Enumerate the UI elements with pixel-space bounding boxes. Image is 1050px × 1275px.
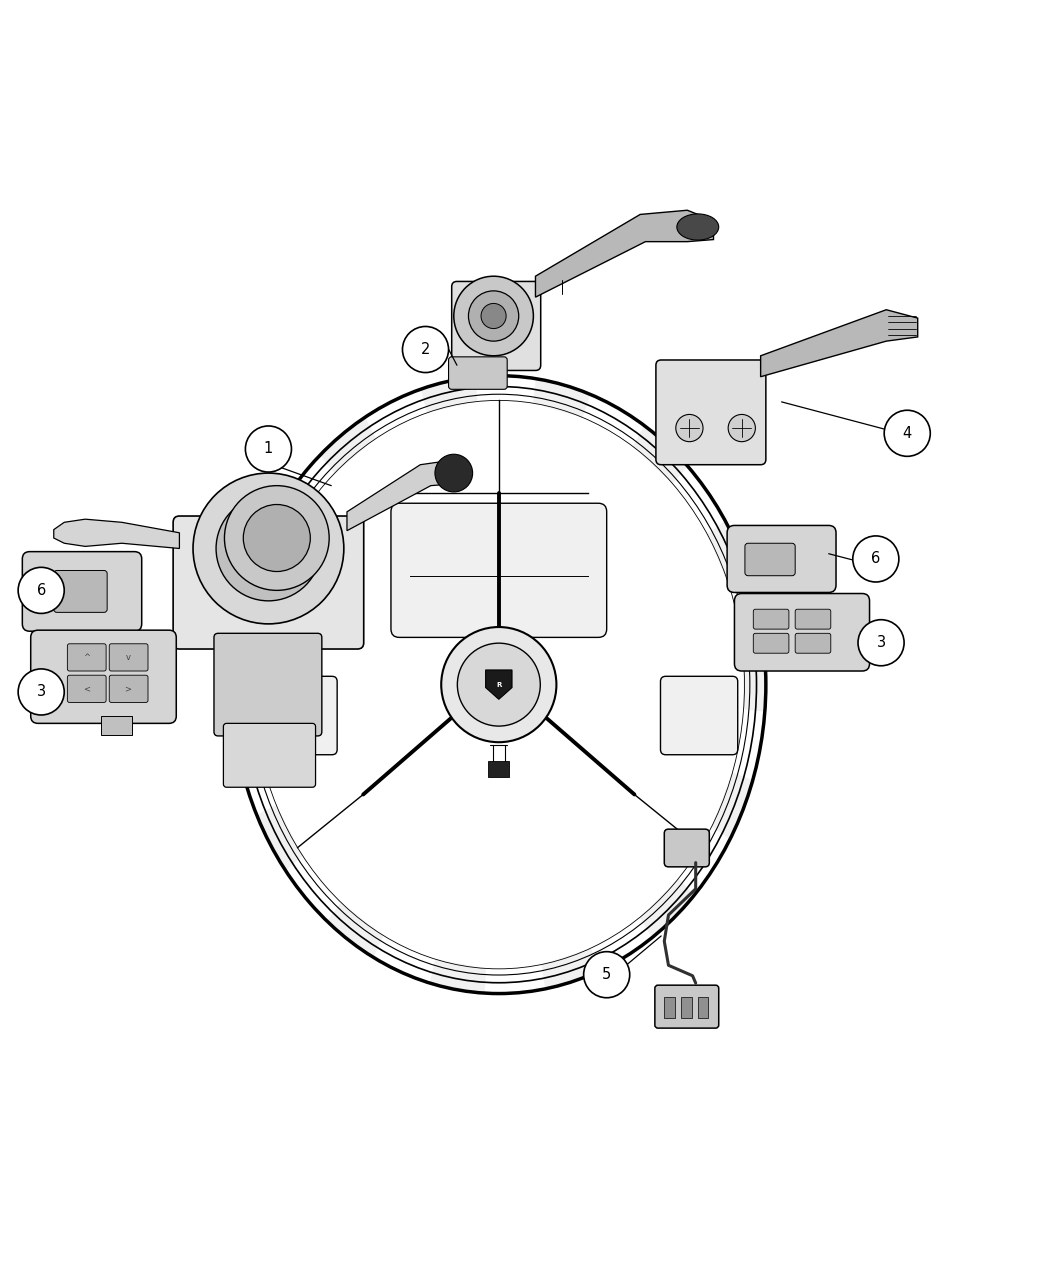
Polygon shape [257,805,302,871]
FancyBboxPatch shape [224,723,316,787]
FancyBboxPatch shape [698,997,709,1017]
Polygon shape [712,773,753,839]
Text: 3: 3 [37,685,46,700]
Circle shape [728,414,755,441]
Polygon shape [639,878,694,937]
Polygon shape [253,507,297,574]
Polygon shape [232,685,258,748]
Polygon shape [346,459,457,530]
FancyBboxPatch shape [109,644,148,671]
Circle shape [37,583,56,602]
Polygon shape [536,210,714,297]
FancyBboxPatch shape [665,829,710,867]
Polygon shape [633,426,688,483]
Circle shape [454,277,533,356]
FancyBboxPatch shape [744,543,795,576]
Circle shape [225,486,329,590]
Circle shape [481,303,506,329]
Circle shape [853,536,899,581]
Polygon shape [542,949,598,989]
Polygon shape [533,379,590,417]
FancyBboxPatch shape [260,676,337,755]
FancyBboxPatch shape [795,634,831,653]
Circle shape [237,518,300,580]
FancyBboxPatch shape [22,552,142,631]
FancyBboxPatch shape [753,634,789,653]
Text: R: R [497,682,502,687]
Circle shape [18,567,64,613]
FancyBboxPatch shape [30,630,176,723]
Text: 2: 2 [421,342,430,357]
FancyBboxPatch shape [795,609,831,629]
Circle shape [441,627,556,742]
FancyBboxPatch shape [109,676,148,703]
Text: 6: 6 [872,552,881,566]
FancyBboxPatch shape [67,644,106,671]
Text: <: < [83,685,89,694]
Polygon shape [707,521,750,588]
Polygon shape [320,417,376,473]
FancyBboxPatch shape [173,516,363,649]
FancyBboxPatch shape [448,357,507,389]
Polygon shape [485,669,512,699]
Circle shape [244,505,311,571]
FancyBboxPatch shape [681,997,692,1017]
Circle shape [884,411,930,456]
Text: 5: 5 [602,968,611,982]
FancyBboxPatch shape [734,594,869,671]
FancyBboxPatch shape [660,676,738,755]
Circle shape [216,496,321,601]
FancyBboxPatch shape [101,717,132,734]
FancyBboxPatch shape [214,634,322,736]
FancyBboxPatch shape [67,676,106,703]
Text: 3: 3 [877,635,885,650]
Circle shape [584,951,630,998]
Circle shape [858,620,904,666]
Polygon shape [742,646,764,711]
Text: v: v [126,653,130,662]
Circle shape [458,643,541,725]
Text: 4: 4 [903,426,911,441]
Polygon shape [760,310,918,376]
Circle shape [676,414,704,441]
Circle shape [18,669,64,715]
FancyBboxPatch shape [391,504,607,638]
Circle shape [435,454,472,492]
Circle shape [193,473,343,623]
Text: ^: ^ [83,653,89,662]
FancyBboxPatch shape [488,761,509,776]
FancyBboxPatch shape [655,986,719,1028]
Circle shape [468,291,519,342]
Polygon shape [429,959,486,993]
Ellipse shape [677,214,719,240]
FancyBboxPatch shape [727,525,836,593]
Text: >: > [125,685,131,694]
Circle shape [246,426,292,472]
Polygon shape [328,903,383,958]
FancyBboxPatch shape [665,997,675,1017]
Text: 6: 6 [37,583,46,598]
Polygon shape [54,519,180,548]
Text: 1: 1 [264,441,273,456]
FancyBboxPatch shape [452,282,541,371]
FancyBboxPatch shape [753,609,789,629]
Circle shape [402,326,448,372]
FancyBboxPatch shape [656,360,765,464]
FancyBboxPatch shape [54,570,107,612]
Polygon shape [421,377,478,413]
Polygon shape [232,631,257,695]
